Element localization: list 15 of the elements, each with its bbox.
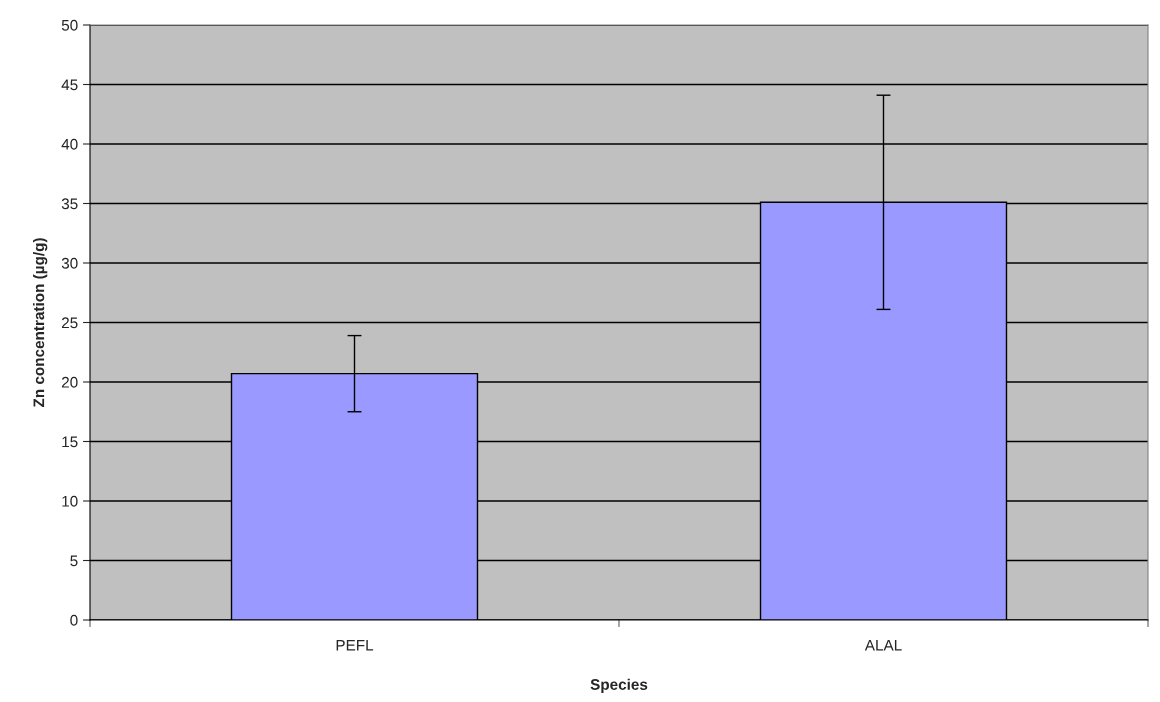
y-axis-title: Zn concentration (µg/g) [33,238,48,408]
y-tick-label: 35 [61,198,78,210]
y-tick-label: 40 [61,138,78,150]
y-tick-label: 45 [61,79,78,91]
y-tick-label: 15 [62,436,78,448]
x-tick-label: PEFL [336,640,374,651]
y-tick-label: 50 [61,19,78,31]
y-tick-label: 25 [61,317,78,329]
y-tick-label: 20 [61,376,78,388]
y-tick-label: 0 [70,614,78,626]
y-tick-label: 30 [61,257,78,269]
y-tick-label: 5 [70,555,78,567]
x-tick-label: ALAL [864,640,902,651]
y-tick-label: 10 [62,495,78,507]
x-axis-title: Species [590,678,648,693]
